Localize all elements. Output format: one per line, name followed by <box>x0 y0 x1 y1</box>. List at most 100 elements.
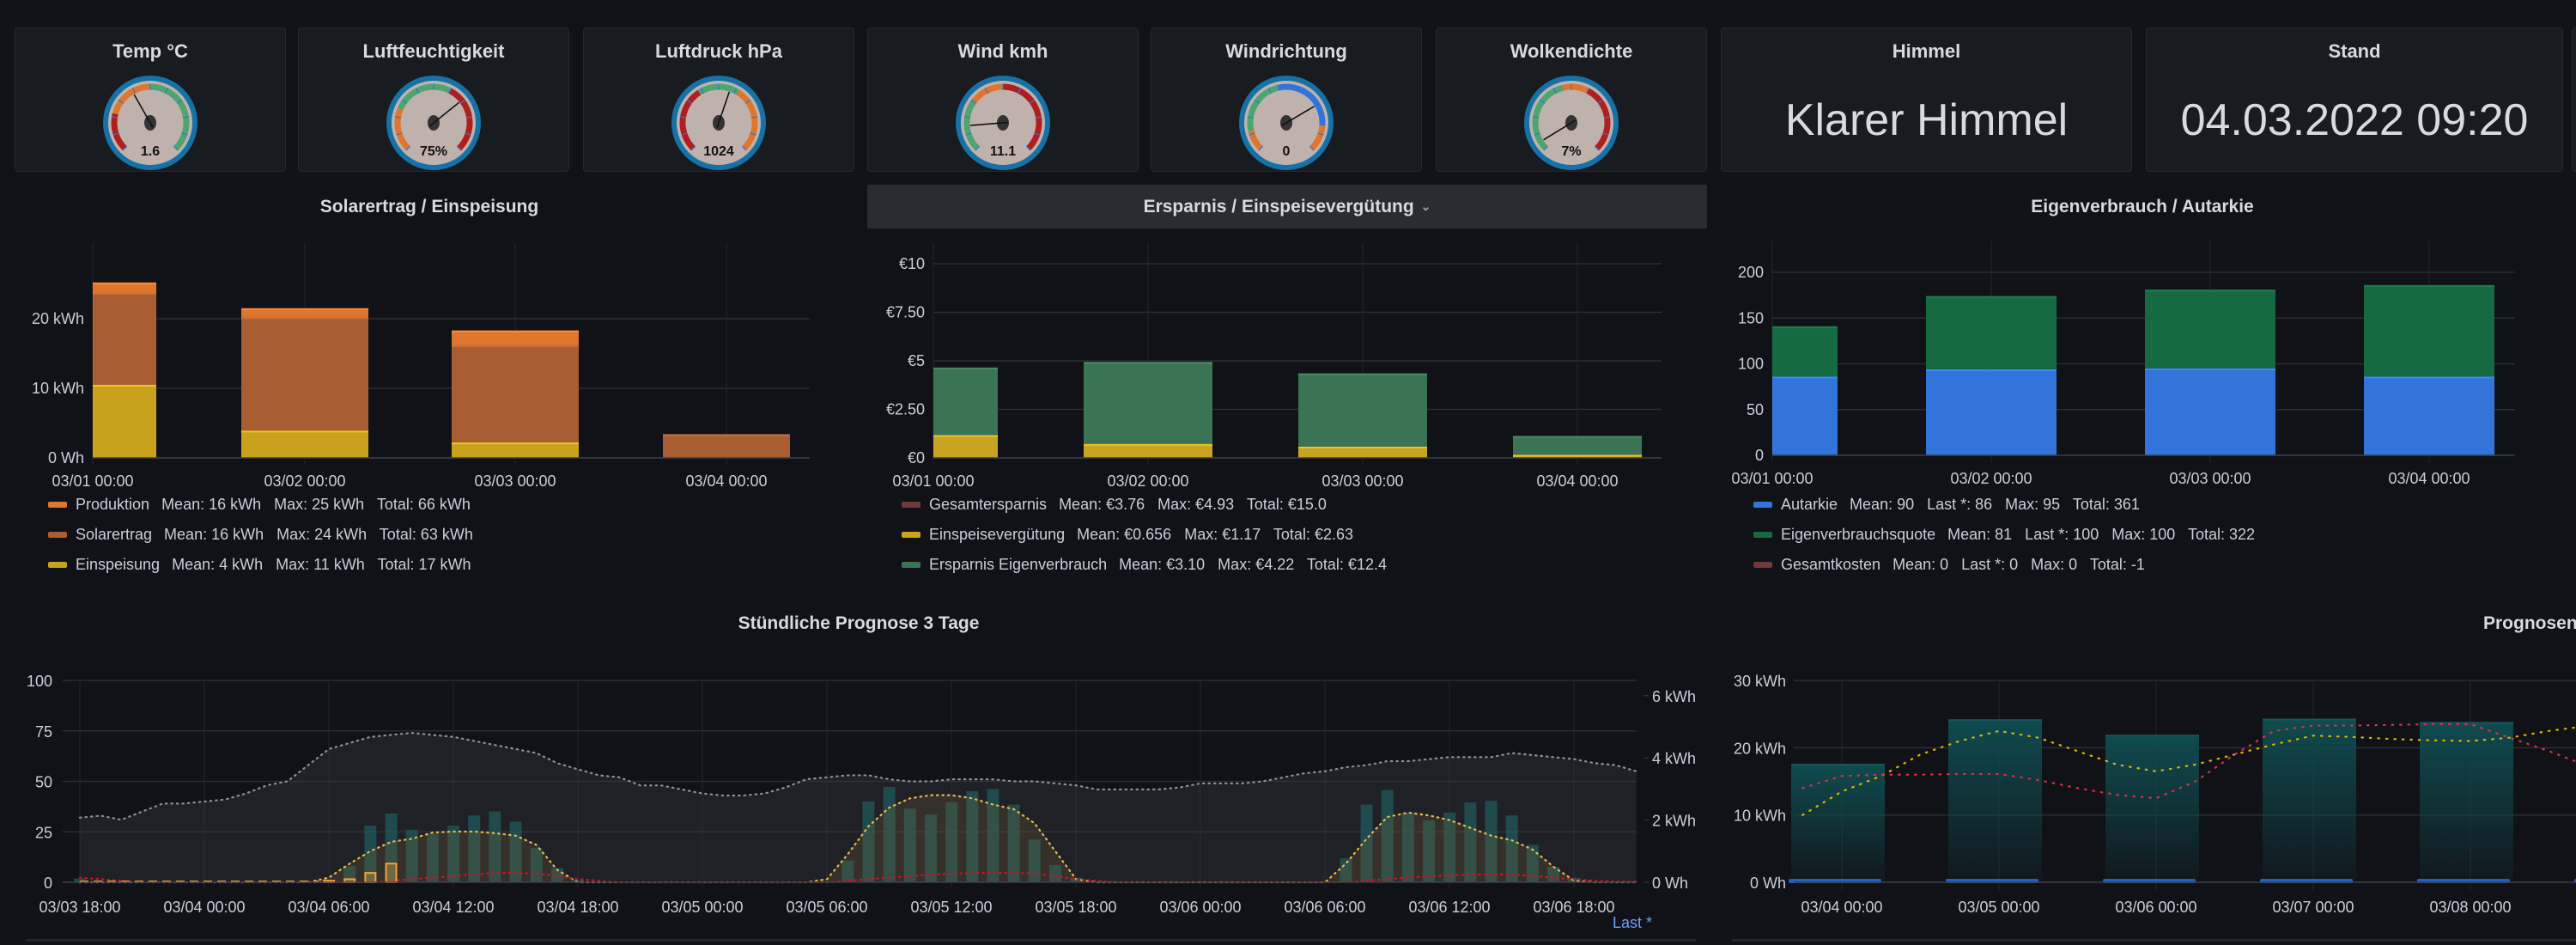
gauge-tick <box>1534 132 1540 136</box>
gauge-tick <box>1035 116 1042 119</box>
legend-item[interactable]: Ersparnis Eigenverbrauch Mean: €3.10 Max:… <box>902 550 1387 580</box>
gauge-tick <box>465 116 473 119</box>
x-tick-label: 03/04 00:00 <box>2388 470 2470 487</box>
bar-autarkie <box>1926 369 2057 455</box>
y-tick-label: 0 Wh <box>1750 875 1786 892</box>
gauge-tick <box>164 88 169 94</box>
series-prognose-bar <box>1381 790 1394 882</box>
y-tick-label: 50 <box>1747 401 1764 418</box>
x-tick-label: 03/04 00:00 <box>685 472 767 490</box>
x-tick-label: 03/03 00:00 <box>1321 472 1403 490</box>
x-tick-label: 03/04 00:00 <box>1801 899 1882 916</box>
x-tick-label: 03/04 12:00 <box>412 899 494 916</box>
gauge-needle <box>1281 105 1315 126</box>
y-tick-label: 0 Wh <box>48 449 84 466</box>
legend-item[interactable]: Einspeisung Mean: 4 kWh Max: 11 kWh Total… <box>48 550 473 580</box>
gauge-tick <box>963 116 971 119</box>
gauge-tick <box>1254 99 1261 104</box>
chart-title-hourly: Stündliche Prognose 3 Tage <box>738 613 980 633</box>
series-prognose-bar <box>364 826 377 882</box>
panel-title: Wolkendichte <box>1510 40 1633 62</box>
x-tick-label: 03/08 00:00 <box>2429 899 2511 916</box>
gauge-needle <box>133 94 154 128</box>
series-prognose-bar <box>1007 804 1020 882</box>
gauge-tick <box>1543 145 1549 151</box>
bar-einspeisevergütung <box>933 435 998 458</box>
gauge-band <box>1532 84 1564 151</box>
legend-swatch <box>1753 502 1772 508</box>
series-prognose-bar <box>841 860 854 882</box>
gauge-tick <box>401 99 408 104</box>
gauge-tick <box>173 145 179 151</box>
legend-item[interactable]: Gesamtersparnis Mean: €3.76 Max: €4.93 To… <box>902 490 1387 520</box>
legend-item[interactable]: Autarkie Mean: 90 Last *: 86 Max: 95 Tota… <box>1753 490 2255 520</box>
stat-panel-partial <box>2572 27 2576 172</box>
series-prognose-bar <box>1340 858 1352 882</box>
x-tick-label: 03/06 00:00 <box>2115 899 2196 916</box>
gauge-band <box>679 89 702 151</box>
gauge-band <box>1247 84 1279 131</box>
series-prognose-bar <box>1443 812 1456 882</box>
panel-title: Wind kmh <box>957 40 1048 62</box>
gauge-tick <box>1539 99 1546 104</box>
series-prognose-bar <box>862 801 875 882</box>
bar-eigenverbrauchsquote <box>2364 284 2494 377</box>
x-tick-label: 03/06 18:00 <box>1533 899 1614 916</box>
panel-title: Stand <box>2328 40 2381 62</box>
forecast-bar <box>1948 720 2042 882</box>
gauge-needle <box>716 91 731 128</box>
legend-swatch <box>902 562 920 568</box>
x-tick-label: 03/06 06:00 <box>1284 899 1365 916</box>
legend-item[interactable]: Produktion Mean: 16 kWh Max: 25 kWh Total… <box>48 490 473 520</box>
legend-solar: Produktion Mean: 16 kWh Max: 25 kWh Total… <box>48 490 473 580</box>
legend-item[interactable]: Einspeisevergütung Mean: €0.656 Max: €1.1… <box>902 520 1387 550</box>
series-prognose-bar <box>1028 839 1041 882</box>
gauge-tick <box>681 132 688 136</box>
gauge-dial: 75% <box>386 76 481 170</box>
x-tick-label: 03/03 18:00 <box>39 899 120 916</box>
legend-item[interactable]: Gesamtkosten Mean: 0 Last *: 0 Max: 0 Tot… <box>1753 550 2255 580</box>
chevron-down-icon[interactable]: ⌄ <box>1420 199 1431 213</box>
gauge-tick <box>118 99 125 104</box>
legend-swatch <box>48 562 67 568</box>
gauge-band <box>112 83 151 115</box>
legend-stats: Mean: €0.656 Max: €1.17 Total: €2.63 <box>1077 526 1353 543</box>
trend-line <box>1801 722 2576 800</box>
y-tick-label: 200 <box>1738 264 1764 281</box>
y-tick-label-left: 25 <box>35 824 52 841</box>
gauge-tick <box>1552 88 1558 94</box>
bar-solarertrag <box>663 434 790 458</box>
x-tick-label: 03/01 00:00 <box>1731 470 1813 487</box>
bar-eigenverbrauchsquote <box>1926 296 2057 369</box>
series-prognose-bar <box>343 866 356 882</box>
series-prognose-bar <box>1360 804 1373 882</box>
series-prognose-bar <box>385 813 398 882</box>
gauge-tick <box>415 88 420 94</box>
gauge-tick <box>1247 116 1255 119</box>
legend-label: Einspeisung <box>76 556 161 573</box>
stat-panel-stand: Stand 04.03.2022 09:20 <box>2146 27 2563 172</box>
legend-item[interactable]: Solarertrag Mean: 16 kWh Max: 24 kWh Tota… <box>48 520 473 550</box>
legend-swatch <box>1753 562 1772 568</box>
legend-label: Solarertrag <box>76 526 153 543</box>
series-prognose-bar <box>74 878 86 882</box>
chart-header-ersparnis[interactable]: Ersparnis / Einspeisevergütung ⌄ <box>867 185 1707 229</box>
legend-last-toggle[interactable]: Last * <box>1613 914 1653 931</box>
legend-swatch <box>902 532 920 538</box>
y-tick-label: 150 <box>1738 309 1764 326</box>
y-tick-label-left: 50 <box>35 774 52 791</box>
x-tick-label: 03/05 06:00 <box>786 899 867 916</box>
legend-label: Gesamtkosten <box>1781 556 1881 573</box>
gauge-tick <box>176 99 183 104</box>
legend-item[interactable]: Eigenverbrauchsquote Mean: 81 Last *: 100… <box>1753 520 2255 550</box>
gauge-tick <box>1597 99 1604 104</box>
gauge-tick <box>679 116 687 119</box>
x-tick-label: 03/04 06:00 <box>288 899 369 916</box>
legend-swatch <box>902 502 920 508</box>
gauge-tick <box>1249 132 1255 136</box>
bar-ersparnis-eigenverbrauch <box>1084 362 1212 444</box>
series-prognose-bar <box>509 821 522 882</box>
gauge-tick <box>1312 99 1319 104</box>
gauge-tick <box>122 145 128 151</box>
y-tick-label: 10 kWh <box>1734 808 1786 825</box>
